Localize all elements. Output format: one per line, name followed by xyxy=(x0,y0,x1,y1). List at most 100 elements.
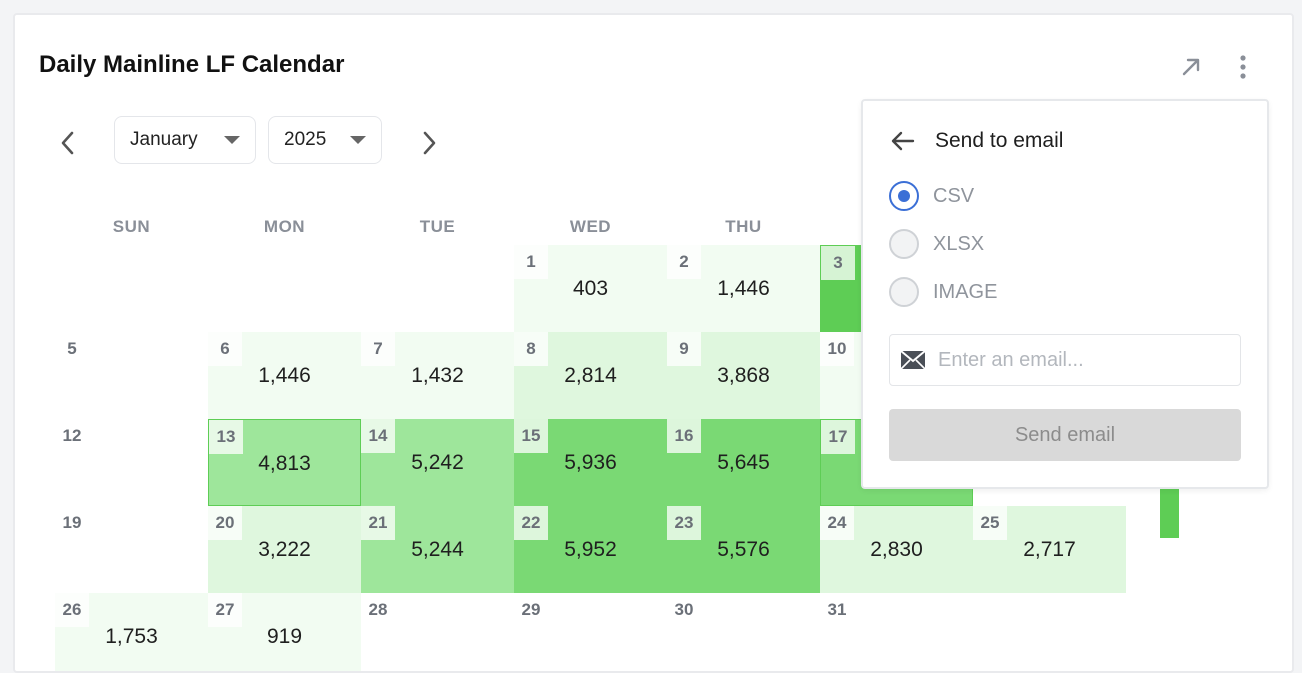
radio-selected[interactable] xyxy=(889,181,919,211)
day-number: 7 xyxy=(361,332,395,366)
day-number: 30 xyxy=(674,600,694,619)
day-value: 5,244 xyxy=(411,538,464,561)
day-value: 2,717 xyxy=(1023,538,1076,561)
day-value: 2,830 xyxy=(870,538,923,561)
calendar-day-cell[interactable]: 6 1,446 xyxy=(208,332,361,419)
calendar-day-cell[interactable]: 9 3,868 xyxy=(667,332,820,419)
panel-title: Send to email xyxy=(935,129,1064,152)
calendar-day-cell[interactable]: 27 919 xyxy=(208,593,361,671)
format-label-image: IMAGE xyxy=(933,280,998,303)
calendar-day-cell[interactable]: 24 2,830 xyxy=(820,506,973,593)
format-label-xlsx: XLSX xyxy=(933,232,985,255)
day-number: 6 xyxy=(208,332,242,366)
prev-month-button[interactable] xyxy=(53,128,83,158)
day-number: 22 xyxy=(514,506,548,540)
day-number: 8 xyxy=(514,332,548,366)
calendar-day-cell[interactable]: 30 xyxy=(667,593,820,671)
calendar-day-cell[interactable]: 20 3,222 xyxy=(208,506,361,593)
color-scale-legend xyxy=(1160,486,1179,538)
day-number: 14 xyxy=(361,419,395,453)
format-option-csv[interactable]: CSV xyxy=(889,179,974,213)
send-email-button[interactable]: Send email xyxy=(889,409,1241,461)
day-value: 3,868 xyxy=(717,364,770,387)
day-number: 25 xyxy=(973,506,1007,540)
day-number: 31 xyxy=(827,600,847,619)
chevron-down-icon xyxy=(350,136,366,144)
calendar-day-cell[interactable]: 19 xyxy=(55,506,208,593)
day-value: 3,222 xyxy=(258,538,311,561)
day-value: 5,242 xyxy=(411,451,464,474)
calendar-day-cell[interactable]: 16 5,645 xyxy=(667,419,820,506)
email-field[interactable] xyxy=(889,334,1241,386)
day-value: 5,952 xyxy=(564,538,617,561)
calendar-day-cell[interactable]: 8 2,814 xyxy=(514,332,667,419)
day-number: 29 xyxy=(521,600,541,619)
format-option-xlsx[interactable]: XLSX xyxy=(889,227,984,261)
year-select-value: 2025 xyxy=(284,129,327,150)
day-number: 20 xyxy=(208,506,242,540)
calendar-card: Daily Mainline LF Calendar January 20 25 … xyxy=(13,13,1294,673)
day-value: 919 xyxy=(266,625,303,648)
calendar-day-cell[interactable]: 12 xyxy=(55,419,208,506)
day-number: 9 xyxy=(667,332,701,366)
day-number: 10 xyxy=(820,332,854,366)
calendar-day-cell[interactable]: 14 5,242 xyxy=(361,419,514,506)
format-label-csv: CSV xyxy=(933,184,975,207)
day-value: 4,813 xyxy=(258,452,311,475)
day-value: 403 xyxy=(572,277,609,300)
calendar-day-cell[interactable]: 5 xyxy=(55,332,208,419)
year-select[interactable]: 2025 xyxy=(268,116,382,164)
weekday-sun: SUN xyxy=(112,217,151,236)
calendar-day-cell[interactable]: 28 xyxy=(361,593,514,671)
day-number: 26 xyxy=(55,593,89,627)
back-arrow-icon[interactable] xyxy=(889,127,917,155)
calendar-day-cell[interactable]: 1 403 xyxy=(514,245,667,332)
day-number: 13 xyxy=(209,420,243,454)
month-select-value: January xyxy=(130,129,198,150)
calendar-day-cell[interactable]: 15 5,936 xyxy=(514,419,667,506)
calendar-day-cell[interactable]: 25 2,717 xyxy=(973,506,1126,593)
envelope-icon xyxy=(900,350,926,370)
day-number: 15 xyxy=(514,419,548,453)
calendar-day-cell[interactable]: 7 1,432 xyxy=(361,332,514,419)
day-value: 2,814 xyxy=(564,364,617,387)
calendar-day-cell[interactable]: 13 4,813 xyxy=(208,419,361,506)
day-value: 5,645 xyxy=(717,451,770,474)
chevron-down-icon xyxy=(224,136,240,144)
day-number: 1 xyxy=(514,245,548,279)
day-value: 5,576 xyxy=(717,538,770,561)
day-value: 1,446 xyxy=(717,277,770,300)
card-title: Daily Mainline LF Calendar xyxy=(39,51,345,78)
next-month-button[interactable] xyxy=(414,128,444,158)
day-value: 1,432 xyxy=(411,364,464,387)
calendar-day-cell[interactable]: 23 5,576 xyxy=(667,506,820,593)
day-number: 21 xyxy=(361,506,395,540)
calendar-day-cell[interactable]: 21 5,244 xyxy=(361,506,514,593)
email-input[interactable] xyxy=(936,347,1230,373)
day-number: 16 xyxy=(667,419,701,453)
calendar-day-cell[interactable]: 26 1,753 xyxy=(55,593,208,671)
format-option-image[interactable]: IMAGE xyxy=(889,275,997,309)
kebab-menu-icon[interactable] xyxy=(1230,54,1256,80)
day-value: 5,936 xyxy=(564,451,617,474)
calendar-day-cell[interactable]: 2 1,446 xyxy=(667,245,820,332)
send-to-email-panel: Send to email CSV XLSX IMAGE Send email xyxy=(861,99,1269,489)
calendar-day-cell[interactable]: 22 5,952 xyxy=(514,506,667,593)
day-number: 12 xyxy=(62,426,82,445)
day-number: 5 xyxy=(67,339,77,358)
day-number: 17 xyxy=(821,420,855,454)
calendar-day-cell[interactable]: 29 xyxy=(514,593,667,671)
day-number: 28 xyxy=(368,600,388,619)
open-external-icon[interactable] xyxy=(1178,54,1204,80)
weekday-thu: THU xyxy=(725,217,762,236)
day-number: 3 xyxy=(821,246,855,280)
radio-unselected[interactable] xyxy=(889,229,919,259)
day-number: 27 xyxy=(208,593,242,627)
day-number: 24 xyxy=(820,506,854,540)
day-number: 2 xyxy=(667,245,701,279)
month-select[interactable]: January xyxy=(114,116,256,164)
weekday-mon: MON xyxy=(263,217,306,236)
day-number: 19 xyxy=(62,513,82,532)
radio-unselected[interactable] xyxy=(889,277,919,307)
calendar-day-cell[interactable]: 31 xyxy=(820,593,973,671)
